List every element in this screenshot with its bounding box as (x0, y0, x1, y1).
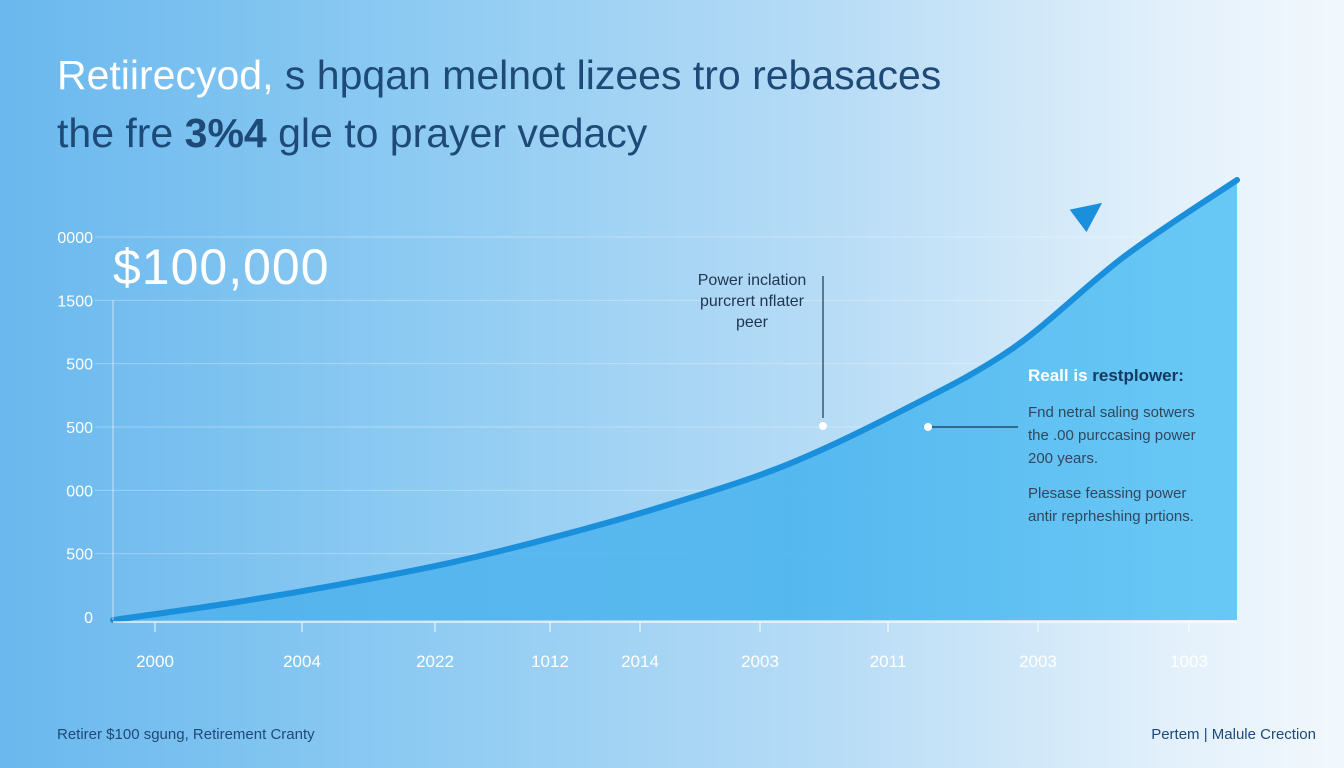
callout-point (924, 423, 932, 431)
x-tick-label: 2003 (741, 652, 779, 671)
chart-title: Retiirecyod, s hpqan melnot lizees tro r… (57, 50, 941, 158)
x-tick-label: 2003 (1019, 652, 1057, 671)
inflation-annotation: Power inclation purcrert nflater peer (680, 270, 824, 333)
title-line-1: Retiirecyod, s hpqan melnot lizees tro r… (57, 52, 942, 98)
x-tick-label: 2004 (283, 652, 321, 671)
x-tick-label: 2014 (621, 652, 659, 671)
side-panel-paragraph: Plesase feassing power antir reprheshing… (1028, 485, 1194, 525)
data-line (110, 177, 1240, 623)
annotation-line: peer (735, 314, 769, 331)
annotation-line: purcrert nflater (699, 293, 805, 310)
footer-credit: Pertem | Malule Crection (1151, 726, 1316, 743)
y-tick-label: 0000 (57, 230, 93, 247)
x-tick-label: 2000 (136, 652, 174, 671)
side-panel-paragraph: Fnd netral saling sotwers the .00 purcca… (1028, 404, 1196, 467)
footer-caption: Retirer $100 sgung, Retirement Cranty (57, 726, 315, 743)
data-area (113, 180, 1237, 620)
x-tick-label: 2011 (870, 652, 907, 671)
y-tick-label: 000 (66, 483, 93, 500)
title-line-2: the fre 3%4 gle to prayer vedacy (57, 110, 648, 156)
x-tick-label: 2022 (416, 652, 454, 671)
annotation-line: Power inclation (697, 272, 807, 289)
x-tick-label: 1003 (1170, 652, 1208, 671)
y-tick-label: 0 (84, 610, 93, 627)
side-panel-heading: Reall is restplower: (1028, 366, 1184, 385)
highlight-point (819, 422, 827, 430)
growth-arrow-icon (1069, 202, 1103, 233)
y-tick-label: 500 (66, 547, 93, 564)
y-tick-label: 1500 (57, 293, 93, 310)
highlight-value: $100,000 (113, 239, 330, 295)
side-panel: Reall is restplower: Fnd netral saling s… (1028, 364, 1318, 528)
y-tick-label: 500 (66, 357, 93, 374)
y-tick-label: 500 (66, 420, 93, 437)
x-tick-label: 1012 (531, 652, 569, 671)
